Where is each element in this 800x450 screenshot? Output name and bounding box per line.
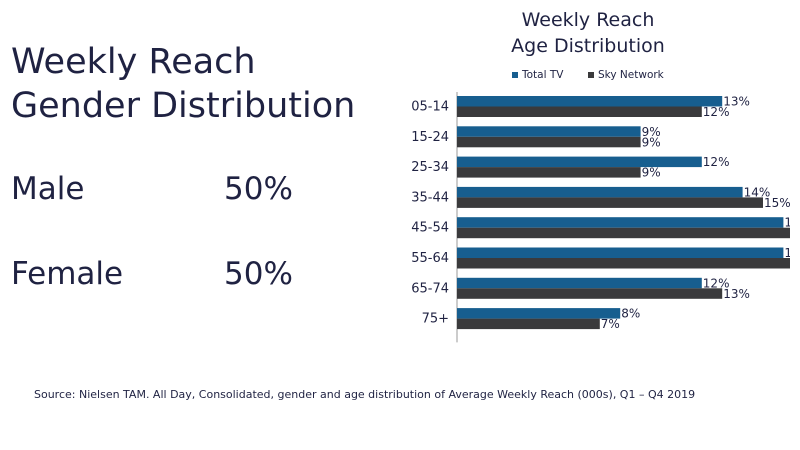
gender-title: Weekly Reach Gender Distribution [11, 40, 355, 128]
legend-label-sky-network: Sky Network [598, 69, 664, 81]
data-label-total-tv-75+: 8% [621, 307, 640, 321]
category-label-35-44: 35-44 [411, 190, 449, 205]
legend-swatch-sky-network [588, 72, 594, 78]
category-label-15-24: 15-24 [411, 130, 449, 145]
legend-swatch-total-tv [512, 72, 518, 78]
bar-sky-network-65-74 [457, 288, 723, 299]
data-label-total-tv-25-34: 12% [703, 155, 730, 169]
bar-total-tv-55-64 [457, 247, 784, 258]
bar-sky-network-75+ [457, 318, 600, 330]
category-label-05-14: 05-14 [411, 100, 449, 115]
gender-value-female: 50% [224, 256, 293, 292]
bar-total-tv-05-14 [457, 96, 723, 107]
data-label-total-tv-65-74: 12% [703, 276, 730, 290]
category-label-45-54: 45-54 [411, 221, 449, 236]
bar-total-tv-75+ [457, 308, 621, 319]
bar-sky-network-05-14 [457, 106, 702, 117]
data-label-total-tv-45-54: 16% [784, 216, 790, 230]
bar-total-tv-25-34 [457, 156, 702, 168]
gender-label-male: Male [11, 171, 85, 207]
gender-row-male: Male 50% [11, 171, 331, 207]
gender-row-female: Female 50% [11, 256, 331, 292]
data-label-sky-network-35-44: 15% [764, 196, 790, 210]
source-note: Source: Nielsen TAM. All Day, Consolidat… [34, 388, 696, 401]
bar-total-tv-35-44 [457, 186, 743, 198]
data-label-total-tv-35-44: 14% [744, 185, 771, 199]
data-label-sky-network-75+: 7% [601, 317, 620, 331]
data-label-sky-network-15-24: 9% [642, 135, 661, 149]
category-label-75+: 75+ [422, 312, 449, 327]
category-label-55-64: 55-64 [411, 251, 449, 266]
legend-label-total-tv: Total TV [522, 69, 564, 81]
gender-title-line1: Weekly Reach [11, 42, 256, 82]
data-label-sky-network-25-34: 9% [642, 166, 661, 180]
bar-total-tv-45-54 [457, 217, 784, 228]
data-label-sky-network-65-74: 13% [723, 287, 750, 301]
gender-label-female: Female [11, 256, 124, 292]
data-label-total-tv-05-14: 13% [723, 95, 750, 109]
category-label-65-74: 65-74 [411, 281, 449, 296]
bar-sky-network-45-54 [457, 227, 790, 239]
bar-total-tv-15-24 [457, 126, 641, 137]
bar-sky-network-15-24 [457, 136, 641, 148]
bar-sky-network-35-44 [457, 197, 763, 208]
bar-sky-network-25-34 [457, 167, 641, 178]
chart-title-line2: Age Distribution [511, 35, 665, 57]
chart-title-line1: Weekly Reach [521, 9, 655, 31]
bar-total-tv-65-74 [457, 277, 702, 289]
gender-title-line2: Gender Distribution [11, 86, 356, 126]
category-label-25-34: 25-34 [411, 160, 449, 175]
data-label-sky-network-05-14: 12% [703, 105, 730, 119]
data-label-total-tv-55-64: 16% [784, 246, 790, 260]
data-label-total-tv-15-24: 9% [642, 125, 661, 139]
gender-value-male: 50% [224, 171, 293, 207]
age-distribution-chart: 05-14 13%12%15-24 9%9%25-34 12%9%35-44 14%15… [411, 92, 790, 343]
bar-sky-network-55-64 [457, 258, 790, 269]
